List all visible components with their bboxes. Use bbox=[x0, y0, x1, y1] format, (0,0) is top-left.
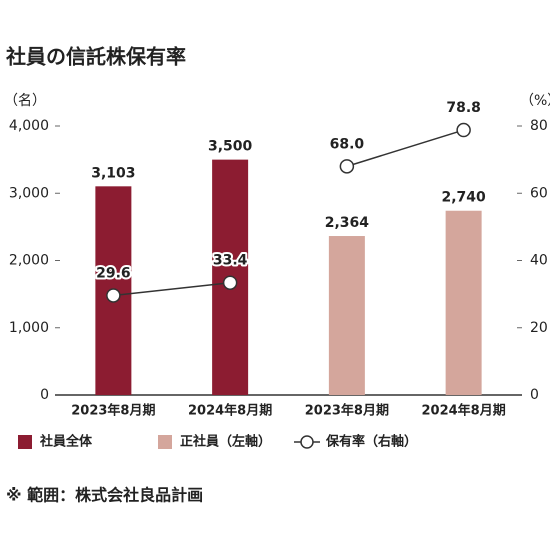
line-value-label: 33.4 bbox=[213, 253, 248, 269]
line-point bbox=[106, 288, 121, 303]
bar-value-label: 3,500 bbox=[208, 139, 253, 155]
y-tick-label: 2,000 bbox=[9, 253, 49, 269]
y-tick-label: 4,000 bbox=[9, 118, 49, 134]
line-value-label: 78.8 bbox=[446, 100, 481, 116]
bar-value-label: 3,103 bbox=[91, 165, 135, 181]
bar-value-label: 2,740 bbox=[441, 190, 486, 206]
y-axis-label: （名） bbox=[4, 93, 46, 109]
legend-label: 社員全体 bbox=[39, 434, 93, 450]
line-point bbox=[456, 122, 471, 138]
line-value-label: 68.0 bbox=[330, 136, 365, 152]
line bbox=[346, 129, 464, 168]
legend-label: 正社員（左軸） bbox=[180, 434, 271, 450]
legend-swatch bbox=[300, 435, 314, 449]
bar bbox=[328, 236, 365, 395]
footnote: ※ 範囲：株式会社良品計画 bbox=[6, 486, 203, 505]
chart-title: 社員の信託株保有率 bbox=[5, 45, 186, 69]
x-tick-label: 2024年8月期 bbox=[422, 403, 506, 419]
line bbox=[113, 281, 231, 297]
x-tick-label: 2024年8月期 bbox=[188, 403, 272, 419]
y2-tick-label: 80 bbox=[530, 118, 548, 134]
y2-tick-label: 0 bbox=[530, 387, 539, 403]
line-point bbox=[339, 159, 355, 174]
legend-swatch bbox=[18, 435, 32, 449]
y2-tick-label: 60 bbox=[530, 185, 548, 201]
legend-swatch bbox=[158, 435, 172, 449]
line-point bbox=[222, 275, 238, 290]
y-tick-label: 1,000 bbox=[9, 320, 49, 336]
x-tick-label: 2023年8月期 bbox=[71, 403, 155, 419]
y-tick-label: 3,000 bbox=[9, 185, 49, 201]
y2-axis-label: （%） bbox=[520, 93, 550, 109]
bar bbox=[445, 210, 482, 395]
line-value-label: 29.6 bbox=[96, 265, 131, 281]
y-tick-label: 0 bbox=[40, 387, 49, 403]
y2-tick-label: 20 bbox=[530, 320, 548, 336]
legend-label: 保有率（右軸） bbox=[325, 434, 417, 450]
x-tick-label: 2023年8月期 bbox=[305, 403, 389, 419]
y2-tick-label: 40 bbox=[530, 253, 548, 269]
bar-value-label: 2,364 bbox=[325, 215, 370, 231]
